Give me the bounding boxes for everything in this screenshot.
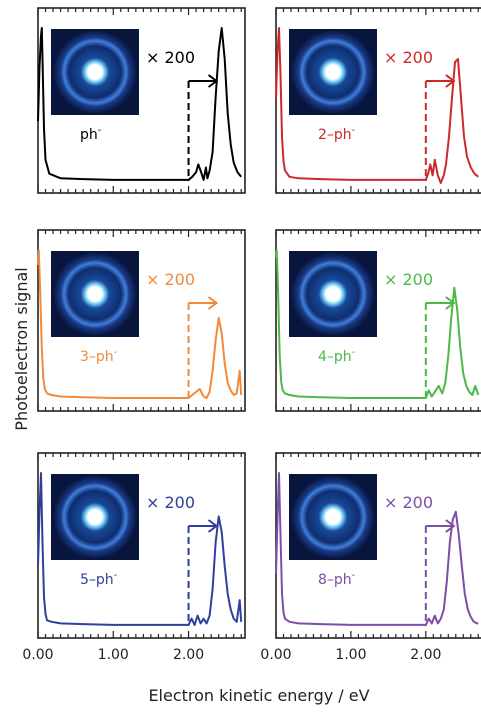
- spectrum-line: [37, 249, 243, 399]
- scale-break-arrowhead: [207, 74, 219, 88]
- x-tick-label: 1.00: [98, 647, 129, 663]
- species-label: 5–ph-: [80, 570, 118, 588]
- scale-break-arrowhead: [445, 74, 456, 88]
- multiplier-label: × 200: [146, 493, 195, 512]
- scale-break-arrowhead: [445, 296, 456, 310]
- vmi-image: [53, 30, 137, 114]
- x-axis-title: Electron kinetic energy / eV: [148, 686, 369, 705]
- spectrum-panel: 0.00 1.00 2.00 × 200 8–ph-: [260, 452, 481, 663]
- multiplier-label: × 200: [384, 493, 433, 512]
- multiplier-label: × 200: [146, 270, 195, 289]
- multiplier-label: × 200: [384, 270, 433, 289]
- spectrum-panel: × 200 4–ph-: [275, 229, 481, 412]
- x-tick-label: 1.00: [335, 647, 366, 663]
- panel-frame: [275, 229, 481, 412]
- spectrum-panel: × 200 3–ph-: [37, 229, 246, 412]
- multiplier-label: × 200: [384, 48, 433, 67]
- panels-layer: × 200 ph- × 200 2–ph- × 200 3–ph- × 200 4–ph- 0.…: [22, 7, 481, 663]
- panel-frame: [275, 7, 481, 194]
- spectrum-panel: × 200 ph-: [37, 7, 246, 194]
- vmi-image: [291, 30, 375, 114]
- spectrum-line: [275, 472, 479, 626]
- spectrum-line: [37, 472, 243, 626]
- scale-break-arrowhead: [207, 519, 219, 533]
- species-label: 3–ph-: [80, 347, 118, 365]
- x-tick-label: 0.00: [22, 647, 53, 663]
- x-tick-label: 2.00: [410, 647, 441, 663]
- x-tick-label: 0.00: [260, 647, 291, 663]
- spectrum-line: [37, 27, 242, 181]
- species-label: ph-: [80, 125, 102, 143]
- vmi-image: [291, 252, 375, 336]
- species-label: 2–ph-: [318, 125, 356, 143]
- vmi-image: [53, 252, 137, 336]
- scale-break-arrowhead: [445, 519, 456, 533]
- vmi-image: [53, 475, 137, 559]
- species-label: 8–ph-: [318, 570, 356, 588]
- spectrum-line: [275, 27, 479, 184]
- panel-frame: [37, 229, 246, 412]
- spectrum-panel: × 200 2–ph-: [275, 7, 481, 194]
- vmi-image: [291, 475, 375, 559]
- scale-break-arrowhead: [207, 296, 219, 310]
- spectrum-panel: 0.00 1.00 2.00 × 200 5–ph-: [22, 452, 246, 663]
- x-tick-label: 2.00: [173, 647, 204, 663]
- y-axis-title: Photoelectron signal: [12, 267, 31, 430]
- spectrum-line: [275, 249, 480, 399]
- species-label: 4–ph-: [318, 347, 356, 365]
- multiplier-label: × 200: [146, 48, 195, 67]
